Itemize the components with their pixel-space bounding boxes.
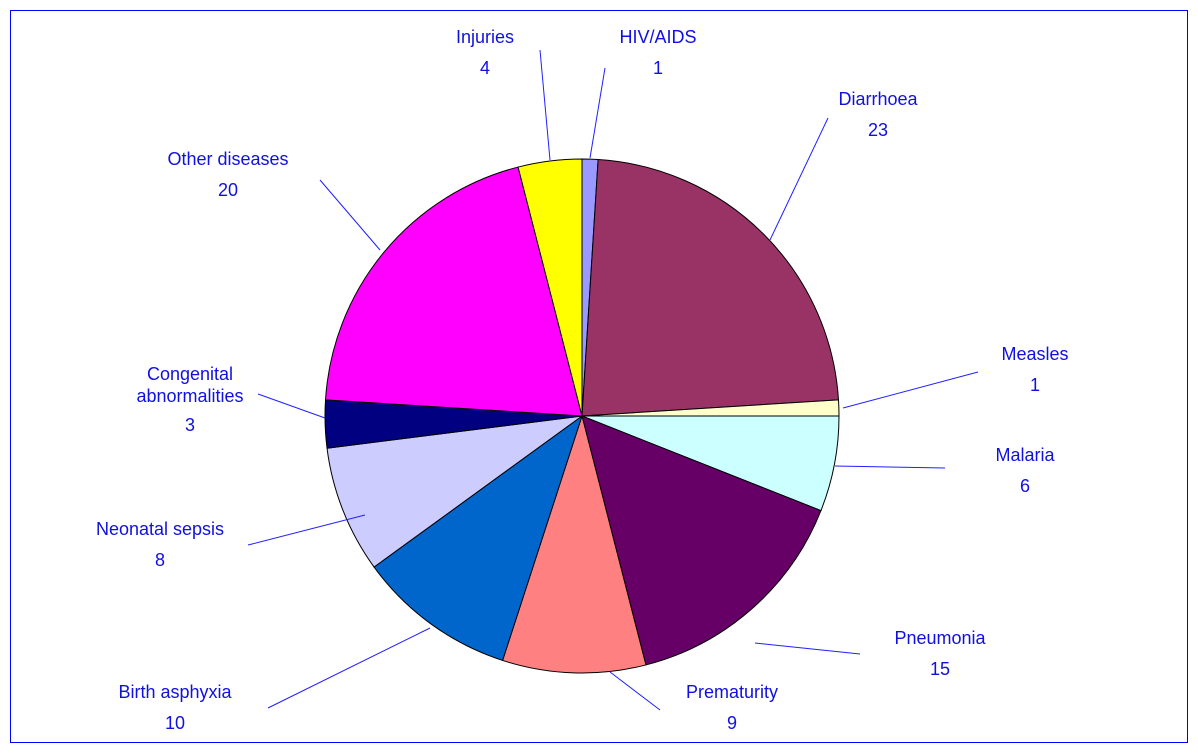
pie-slice bbox=[501, 414, 647, 674]
leader-line bbox=[834, 465, 946, 469]
slice-label: Pneumonia 15 bbox=[894, 623, 985, 685]
leader-line bbox=[754, 642, 861, 655]
leader-line bbox=[319, 179, 381, 251]
value-label: 9 bbox=[726, 713, 737, 733]
category-label: Malaria bbox=[995, 445, 1055, 465]
value-label: 10 bbox=[164, 713, 186, 733]
value-label: 1 bbox=[652, 58, 663, 78]
category-label: Measles bbox=[1001, 344, 1069, 364]
value-label: 15 bbox=[929, 659, 951, 679]
slice-label: Other diseases 20 bbox=[167, 144, 288, 206]
category-label: Prematurity bbox=[685, 682, 779, 702]
slice-label: Measles 1 bbox=[1001, 339, 1068, 401]
leader-line bbox=[267, 627, 431, 709]
category-label: HIV/AIDS bbox=[619, 27, 697, 47]
category-label: Other diseases bbox=[167, 149, 289, 169]
pie-slice bbox=[581, 415, 822, 666]
category-label: Injuries bbox=[455, 27, 515, 47]
pie-slice bbox=[373, 414, 583, 662]
pie-slice bbox=[324, 166, 583, 417]
slice-label: Neonatal sepsis 8 bbox=[96, 514, 224, 576]
leader-line bbox=[247, 514, 366, 546]
category-label: Pneumonia bbox=[894, 628, 986, 648]
value-label: 20 bbox=[217, 180, 239, 200]
value-label: 23 bbox=[867, 120, 889, 140]
leader-line bbox=[257, 393, 326, 419]
slice-label: Birth asphyxia 10 bbox=[118, 677, 231, 739]
category-label: Diarrhoea bbox=[838, 89, 918, 109]
slice-label: Congenital abnormalities 3 bbox=[110, 363, 270, 443]
slice-label: Prematurity 9 bbox=[686, 677, 778, 739]
slice-label: HIV/AIDS 1 bbox=[619, 22, 696, 84]
value-label: 3 bbox=[184, 415, 195, 435]
slice-label: Diarrhoea 23 bbox=[838, 84, 917, 146]
value-label: 4 bbox=[479, 58, 490, 78]
value-label: 1 bbox=[1029, 375, 1040, 395]
category-label: Birth asphyxia bbox=[118, 682, 232, 702]
leader-line bbox=[539, 49, 551, 161]
leader-line bbox=[609, 671, 661, 711]
leader-line bbox=[842, 371, 979, 409]
leader-line bbox=[589, 67, 606, 159]
slice-label: Malaria 6 bbox=[995, 440, 1054, 502]
category-label: Congenital abnormalities bbox=[136, 364, 244, 406]
slice-label: Injuries 4 bbox=[456, 22, 514, 84]
value-label: 6 bbox=[1019, 476, 1030, 496]
frame bbox=[10, 10, 1188, 743]
pie-slice bbox=[581, 158, 840, 417]
pie-slice bbox=[517, 158, 583, 417]
value-label: 8 bbox=[154, 550, 166, 570]
pie-slice bbox=[326, 415, 583, 568]
category-label: Neonatal sepsis bbox=[95, 519, 225, 539]
leader-line bbox=[769, 117, 829, 241]
